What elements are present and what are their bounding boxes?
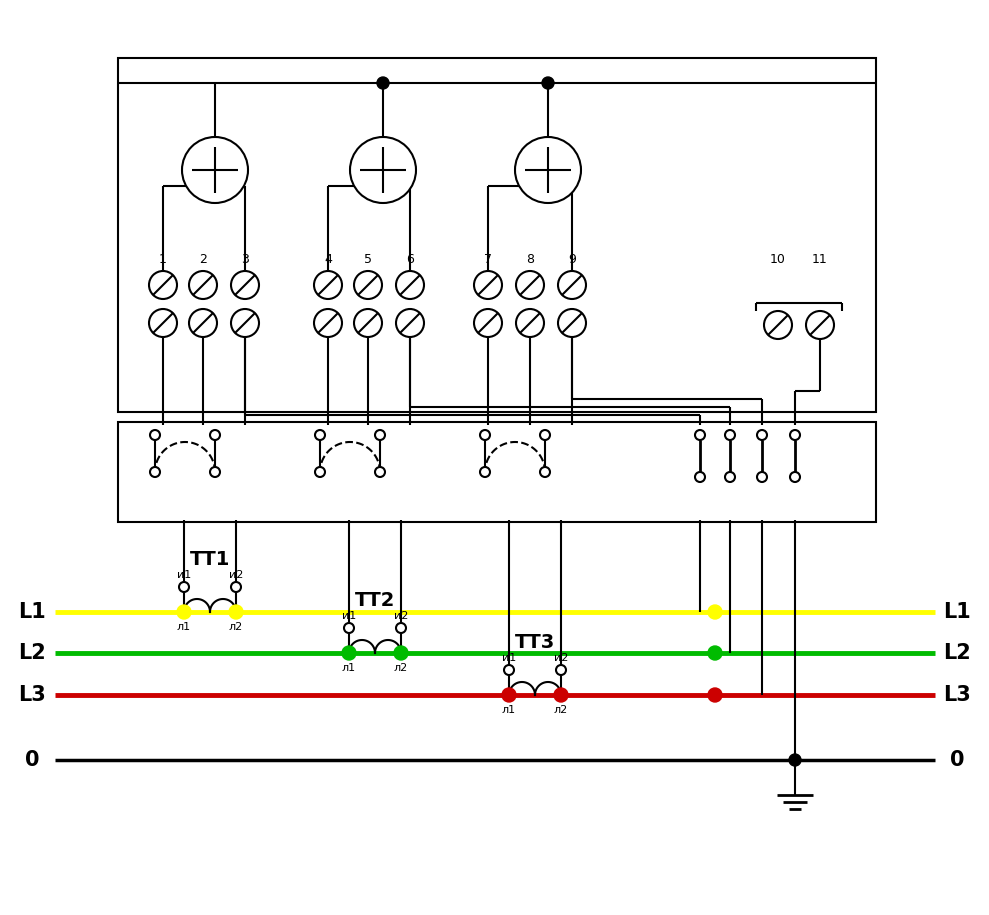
Text: и2: и2 — [228, 570, 243, 580]
Circle shape — [150, 430, 160, 440]
Circle shape — [725, 430, 735, 440]
Circle shape — [516, 309, 544, 337]
Circle shape — [502, 688, 516, 702]
Circle shape — [554, 688, 568, 702]
Text: L1: L1 — [944, 602, 971, 622]
Text: 1: 1 — [159, 253, 167, 266]
Text: 5: 5 — [364, 253, 372, 266]
Circle shape — [480, 430, 490, 440]
Circle shape — [149, 309, 177, 337]
Text: 9: 9 — [568, 253, 576, 266]
Circle shape — [315, 430, 325, 440]
Circle shape — [504, 665, 514, 675]
Circle shape — [182, 137, 248, 203]
Circle shape — [480, 467, 490, 477]
Circle shape — [790, 430, 800, 440]
Circle shape — [314, 309, 342, 337]
Circle shape — [708, 646, 722, 660]
Circle shape — [150, 467, 160, 477]
Circle shape — [695, 430, 705, 440]
Circle shape — [354, 309, 382, 337]
Circle shape — [558, 309, 586, 337]
Text: и1: и1 — [177, 570, 191, 580]
Circle shape — [764, 311, 792, 339]
Circle shape — [394, 646, 408, 660]
Circle shape — [189, 271, 217, 299]
Circle shape — [179, 582, 189, 592]
Circle shape — [210, 430, 220, 440]
Circle shape — [210, 467, 220, 477]
Circle shape — [516, 271, 544, 299]
Circle shape — [789, 754, 801, 766]
Text: л1: л1 — [502, 705, 516, 715]
Circle shape — [757, 472, 767, 482]
Circle shape — [315, 467, 325, 477]
Circle shape — [149, 271, 177, 299]
Circle shape — [314, 271, 342, 299]
Text: л1: л1 — [342, 663, 356, 673]
Text: л2: л2 — [554, 705, 568, 715]
Circle shape — [757, 430, 767, 440]
Circle shape — [396, 309, 424, 337]
Circle shape — [344, 623, 354, 633]
Text: л2: л2 — [394, 663, 408, 673]
Text: 3: 3 — [241, 253, 249, 266]
Circle shape — [189, 309, 217, 337]
Circle shape — [515, 137, 581, 203]
Circle shape — [474, 271, 502, 299]
Circle shape — [558, 271, 586, 299]
Text: L2: L2 — [18, 643, 45, 663]
Circle shape — [708, 605, 722, 619]
Text: ТТ1: ТТ1 — [190, 550, 230, 569]
Circle shape — [231, 271, 259, 299]
Circle shape — [350, 137, 416, 203]
Text: 6: 6 — [406, 253, 414, 266]
Circle shape — [556, 665, 566, 675]
Text: и2: и2 — [554, 653, 569, 663]
Circle shape — [375, 430, 385, 440]
Circle shape — [229, 605, 243, 619]
Circle shape — [542, 77, 554, 89]
Text: 8: 8 — [526, 253, 534, 266]
Circle shape — [377, 77, 389, 89]
Text: и1: и1 — [342, 611, 356, 621]
Circle shape — [231, 309, 259, 337]
Circle shape — [342, 646, 356, 660]
Text: и2: и2 — [394, 611, 408, 621]
Text: L1: L1 — [18, 602, 45, 622]
Text: 10: 10 — [770, 253, 786, 266]
Bar — [118, 422, 876, 522]
Circle shape — [540, 467, 550, 477]
Text: 7: 7 — [484, 253, 492, 266]
Text: 0: 0 — [25, 750, 40, 770]
Circle shape — [375, 467, 385, 477]
Text: L3: L3 — [944, 685, 971, 705]
Bar — [118, 58, 876, 412]
Text: L3: L3 — [18, 685, 45, 705]
Text: 0: 0 — [949, 750, 964, 770]
Circle shape — [790, 472, 800, 482]
Text: л2: л2 — [228, 622, 243, 632]
Circle shape — [396, 623, 406, 633]
Circle shape — [231, 582, 241, 592]
Circle shape — [177, 605, 191, 619]
Text: и1: и1 — [501, 653, 516, 663]
Circle shape — [354, 271, 382, 299]
Text: 4: 4 — [324, 253, 332, 266]
Text: 11: 11 — [812, 253, 828, 266]
Circle shape — [806, 311, 834, 339]
Text: 2: 2 — [199, 253, 207, 266]
Circle shape — [695, 472, 705, 482]
Text: ТТ3: ТТ3 — [515, 633, 555, 652]
Text: L2: L2 — [944, 643, 971, 663]
Circle shape — [708, 688, 722, 702]
Circle shape — [540, 430, 550, 440]
Text: ТТ2: ТТ2 — [355, 591, 396, 610]
Circle shape — [474, 309, 502, 337]
Text: л1: л1 — [177, 622, 191, 632]
Circle shape — [725, 472, 735, 482]
Circle shape — [396, 271, 424, 299]
